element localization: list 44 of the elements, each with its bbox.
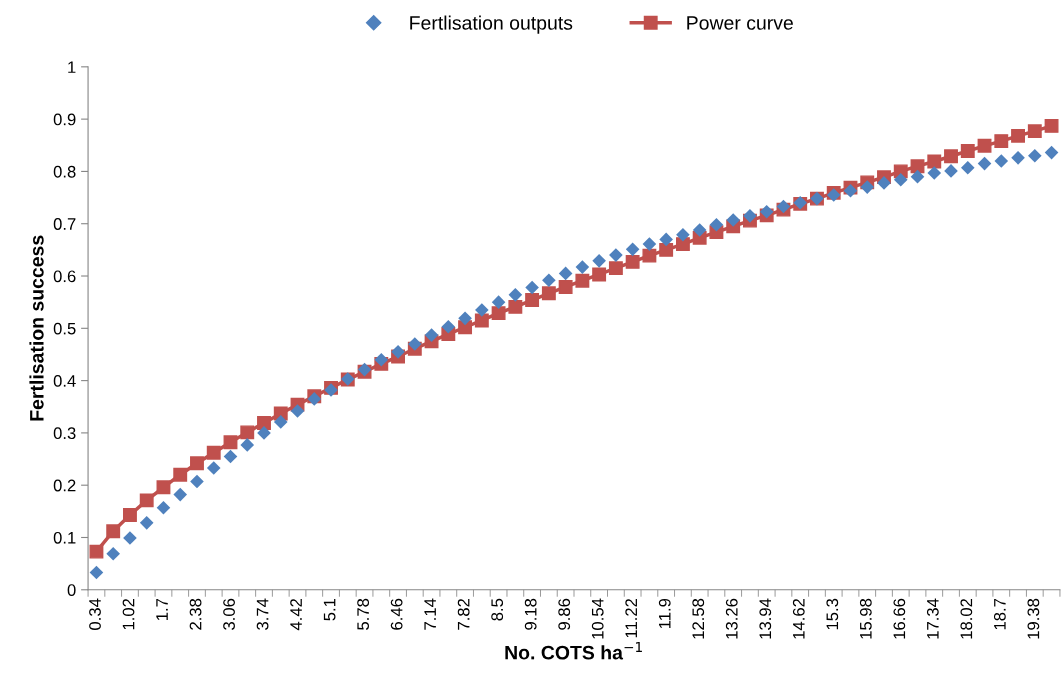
x-tick-label: 14.62 bbox=[792, 598, 805, 639]
x-tick-label: 15.98 bbox=[859, 598, 872, 639]
x-tick-label: 7.82 bbox=[457, 598, 470, 630]
x-axis-title: No. COTS ha$^{−1}$ bbox=[505, 641, 642, 660]
x-tick-label: 4.42 bbox=[290, 598, 302, 631]
x-tick-label: 12.58 bbox=[692, 598, 705, 639]
y-tick-label: 0.5 bbox=[53, 322, 76, 335]
x-tick-label: 18.7 bbox=[993, 598, 1006, 630]
x-tick-label: 11.9 bbox=[658, 598, 671, 629]
y-tick-label: 0 bbox=[67, 584, 76, 596]
y-tick-label: 0.9 bbox=[53, 113, 76, 126]
x-tick-label: 18.02 bbox=[960, 598, 973, 639]
x-tick-label: 5.78 bbox=[357, 598, 370, 630]
x-tick-label: 19.38 bbox=[1027, 598, 1040, 639]
x-tick-label: 1.7 bbox=[156, 598, 168, 621]
x-tick-label: 3.06 bbox=[223, 598, 235, 630]
y-tick-label: 1 bbox=[68, 61, 76, 73]
x-tick-label: 13.94 bbox=[759, 598, 772, 639]
legend-label: Fertlisation outputs bbox=[410, 15, 573, 34]
x-tick-label: 2.38 bbox=[189, 598, 202, 630]
y-tick-label: 0.4 bbox=[53, 375, 76, 387]
x-tick-label: 8.5 bbox=[491, 598, 504, 621]
x-tick-label: 10.54 bbox=[591, 598, 604, 639]
x-tick-label: 11.22 bbox=[625, 598, 637, 638]
x-tick-label: 5.1 bbox=[323, 598, 336, 621]
x-tick-label: 3.74 bbox=[256, 598, 269, 630]
x-tick-label: 1.02 bbox=[122, 598, 135, 630]
y-tick-label: 0.2 bbox=[53, 479, 76, 492]
x-tick-label: 16.66 bbox=[893, 598, 906, 639]
x-tick-label: 0.34 bbox=[89, 598, 101, 630]
x-tick-label: 6.46 bbox=[390, 598, 403, 630]
x-tick-label: 13.26 bbox=[725, 598, 738, 639]
x-tick-label: 17.34 bbox=[926, 598, 939, 639]
legend-label: Power curve bbox=[687, 16, 793, 30]
y-tick-label: 0.7 bbox=[53, 218, 76, 230]
x-tick-label: 9.86 bbox=[558, 598, 571, 630]
y-tick-label: 0.3 bbox=[53, 427, 76, 440]
y-tick-label: 0.8 bbox=[53, 165, 76, 178]
x-tick-label: 15.3 bbox=[826, 598, 839, 630]
y-tick-label: 0.1 bbox=[53, 531, 76, 544]
y-axis-title: Fertlisation success bbox=[29, 235, 44, 421]
y-tick-label: 0.6 bbox=[53, 270, 76, 283]
x-tick-label: 7.14 bbox=[424, 598, 436, 630]
x-tick-label: 9.18 bbox=[524, 598, 537, 630]
